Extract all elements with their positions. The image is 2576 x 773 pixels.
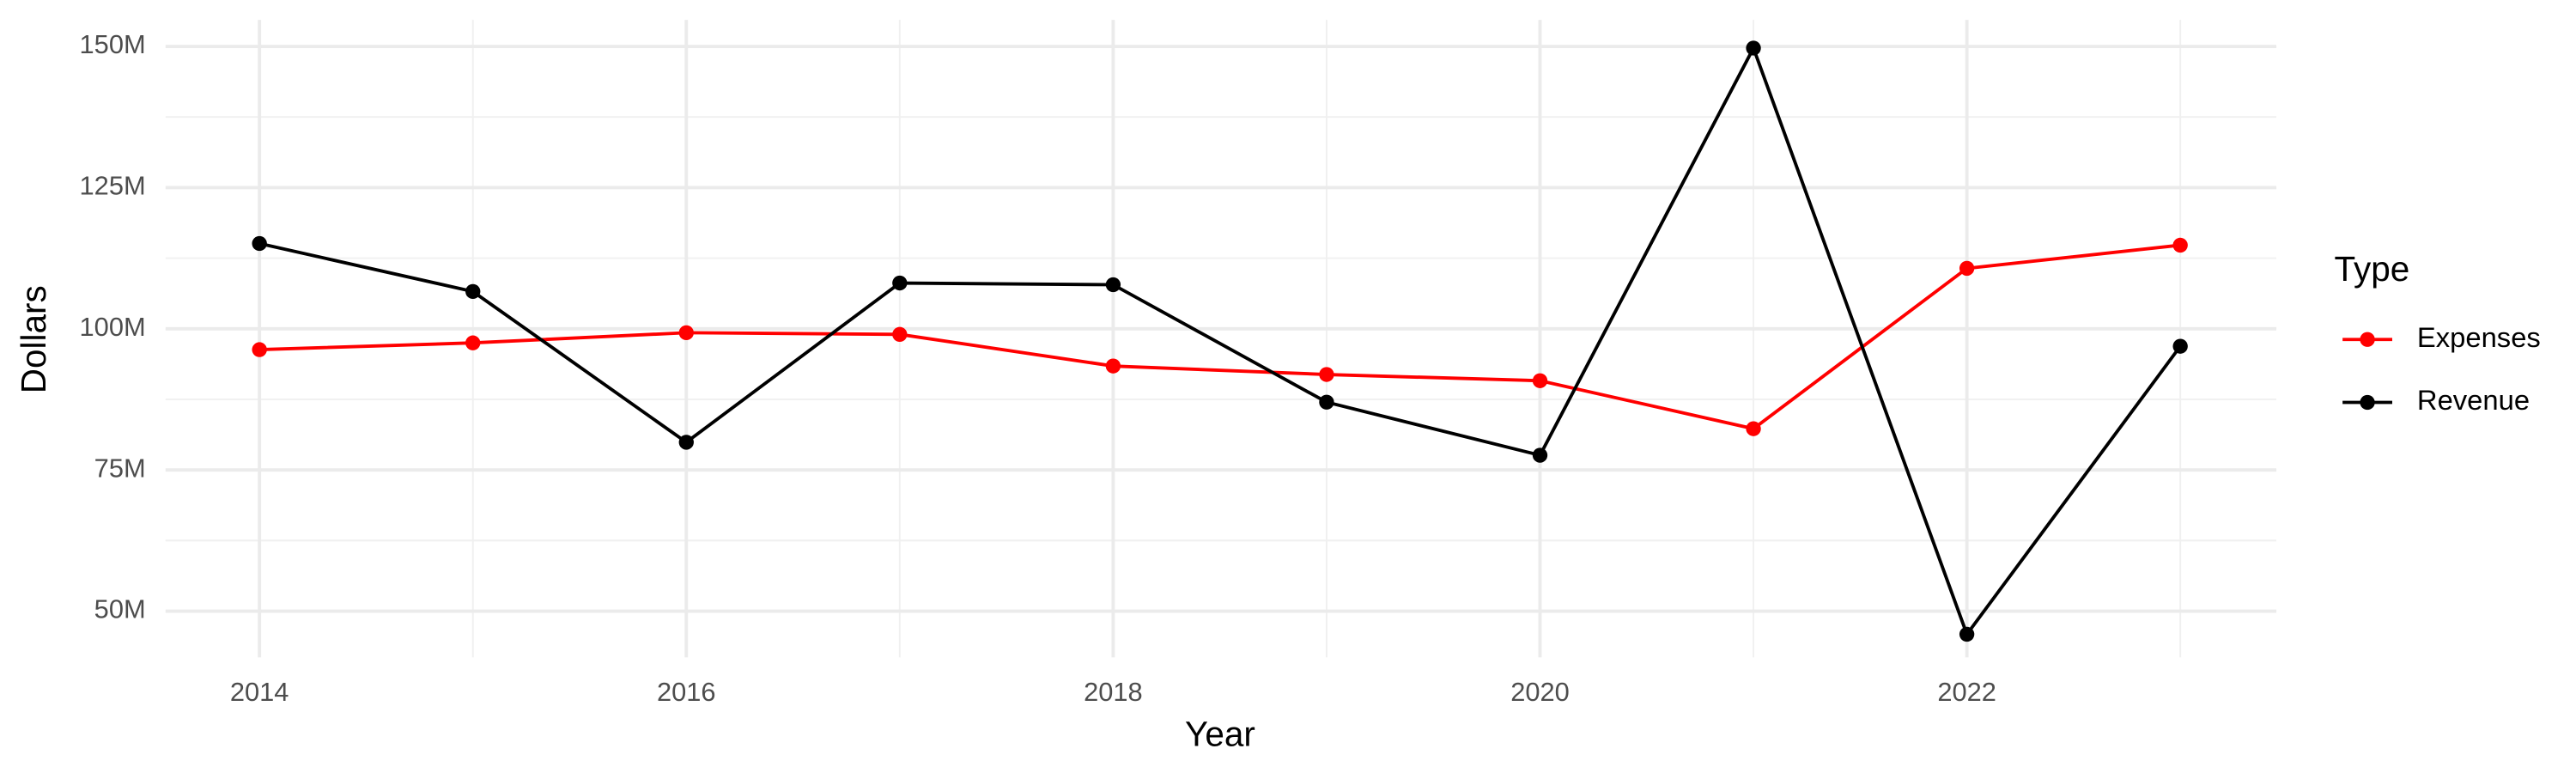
data-point <box>1105 277 1121 293</box>
x-tick-label: 2018 <box>1084 677 1143 707</box>
y-tick-label: 125M <box>80 171 146 201</box>
y-tick-label: 50M <box>94 594 146 624</box>
data-point <box>892 326 908 343</box>
y-tick-label: 100M <box>80 312 146 342</box>
legend-label: Revenue <box>2417 384 2530 416</box>
data-point <box>1746 421 1761 436</box>
data-point <box>465 283 481 300</box>
data-point <box>892 275 908 291</box>
x-tick-label: 2016 <box>657 677 716 707</box>
legend-label: Expenses <box>2417 321 2541 353</box>
grid: 50M 75M 100M 125M 150M 2014 2016 2018 2020 2022 <box>80 20 2277 707</box>
x-tick-label: 2014 <box>230 677 289 707</box>
series-line <box>259 243 2181 431</box>
data-point <box>1532 373 1548 388</box>
marks: Expenses Revenue <box>252 40 2541 642</box>
data-point <box>1959 626 1975 642</box>
x-tick-label: 2020 <box>1510 677 1570 707</box>
data-point <box>1319 394 1334 410</box>
data-point <box>465 335 481 350</box>
data-point <box>678 325 694 341</box>
data-point <box>1532 447 1548 463</box>
series-line <box>258 44 2182 638</box>
legend-key-point <box>2360 394 2375 411</box>
y-tick-label: 150M <box>80 29 146 59</box>
y-tick-label: 75M <box>94 453 146 483</box>
x-axis-title: Year <box>1185 715 1255 754</box>
data-point <box>1746 40 1761 56</box>
x-tick-label: 2022 <box>1937 677 1996 707</box>
data-point <box>252 235 267 252</box>
legend-key-point <box>2360 332 2375 347</box>
legend-title: Type <box>2335 249 2410 289</box>
data-point <box>1105 358 1121 374</box>
data-point <box>2172 338 2188 354</box>
data-point <box>1959 260 1975 277</box>
data-point <box>252 342 267 357</box>
data-point <box>1319 367 1334 382</box>
y-axis-title: Dollars <box>14 285 53 393</box>
data-point <box>678 435 694 450</box>
data-point <box>2172 237 2188 253</box>
